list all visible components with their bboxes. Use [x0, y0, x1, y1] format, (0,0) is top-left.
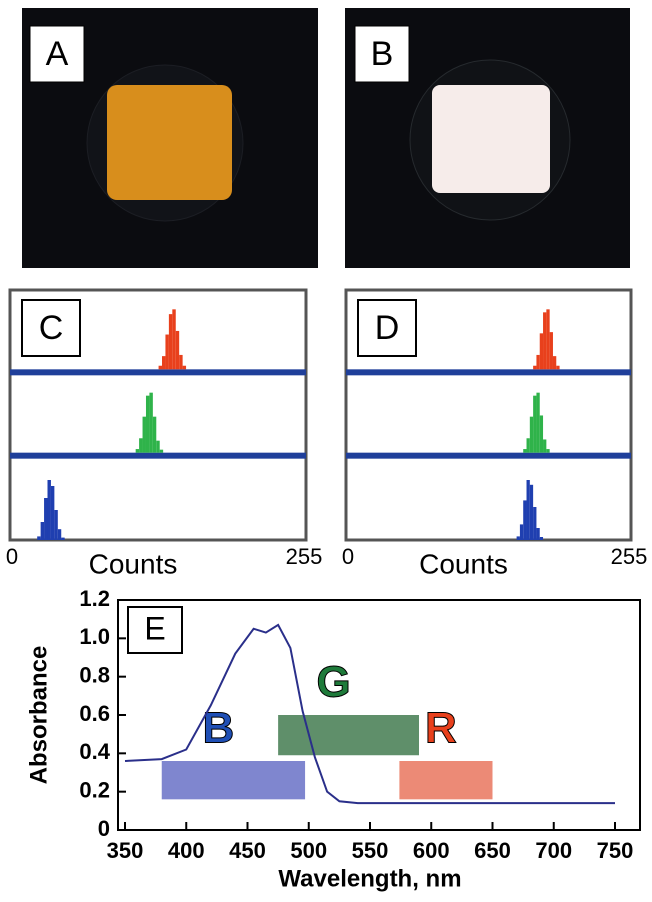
x-axis-label: Counts [89, 548, 178, 579]
y-axis-label: Absorbance [25, 646, 52, 785]
histogram-bar [162, 356, 166, 370]
separator [10, 369, 306, 376]
x-axis-label: Counts [419, 548, 508, 579]
histogram-bar [536, 354, 540, 370]
x-tick-label: 600 [413, 838, 450, 863]
histogram-bar [152, 416, 157, 453]
histogram-bar [158, 365, 163, 370]
x-tick-label: 0 [6, 544, 18, 569]
sample [432, 85, 550, 193]
y-tick-label: 1.0 [79, 624, 110, 649]
histogram-bar [526, 480, 530, 540]
panel-a: A [22, 8, 318, 268]
histogram-bar [135, 449, 140, 453]
histogram-bar [37, 536, 41, 540]
histogram-bar [50, 486, 55, 540]
histogram-bar [533, 507, 537, 540]
histogram-bar [539, 537, 544, 540]
histogram-bar [543, 439, 547, 453]
separator [346, 452, 631, 459]
band-label: G [316, 658, 350, 707]
x-tick-label: 0 [342, 544, 354, 569]
histogram-bar [40, 522, 45, 540]
filter-band [161, 761, 306, 800]
x-tick-label: 500 [290, 838, 327, 863]
histogram-bar [61, 537, 65, 540]
histogram-bar [533, 395, 537, 453]
histogram-bar [529, 484, 534, 540]
histogram-bar [156, 440, 160, 453]
separator [10, 452, 306, 459]
histogram-bar [533, 365, 537, 370]
histogram-bar [543, 312, 547, 370]
sample [107, 85, 232, 200]
histogram-bar [549, 332, 553, 370]
x-tick-label: 450 [229, 838, 266, 863]
y-tick-label: 0 [98, 816, 110, 841]
histogram-bar [529, 416, 534, 453]
histogram-bar [145, 395, 150, 453]
histogram-bar [179, 354, 183, 370]
histogram-bar [546, 309, 550, 370]
y-tick-label: 0.6 [79, 701, 110, 726]
histogram-bar [536, 528, 540, 540]
x-tick-label: 255 [611, 544, 648, 569]
histogram-bar [47, 480, 51, 540]
histogram-bar [556, 365, 560, 370]
histogram-bar [552, 356, 557, 370]
label-box [354, 25, 410, 83]
histogram-bar [523, 449, 527, 453]
histogram-bar [526, 438, 530, 453]
panel-label: A [46, 35, 69, 73]
x-tick-label: 400 [168, 838, 205, 863]
histogram-bar [57, 529, 62, 540]
x-tick-label: 650 [474, 838, 511, 863]
histogram-bar [54, 510, 58, 540]
filter-band [399, 761, 493, 800]
panel-label: C [39, 309, 64, 347]
histogram-bar [182, 365, 187, 370]
x-axis-label: Wavelength, nm [278, 865, 461, 892]
panel-label: B [371, 35, 394, 73]
histogram-bar [546, 449, 550, 453]
histogram-bar [523, 500, 527, 540]
x-tick-label: 550 [352, 838, 389, 863]
histogram-bar [519, 524, 524, 540]
histogram-bar [44, 498, 48, 540]
filter-band [278, 715, 419, 756]
histogram-bar [168, 314, 173, 370]
label-box [127, 606, 183, 654]
histogram-bar [139, 438, 143, 453]
x-tick-label: 255 [286, 544, 323, 569]
label-box [357, 299, 417, 357]
label-box [29, 25, 85, 83]
x-tick-label: 350 [107, 838, 144, 863]
y-tick-label: 1.2 [79, 586, 110, 611]
absorbance-line [124, 623, 615, 805]
panel-b: B [345, 8, 630, 268]
separator [346, 369, 631, 376]
x-tick-label: 750 [597, 838, 634, 863]
histogram-bar [165, 334, 169, 370]
band-label: R [425, 704, 457, 753]
histogram-bar [539, 415, 544, 453]
histogram-bar [516, 536, 520, 540]
histogram-bar [159, 449, 164, 453]
panel-label: D [375, 309, 400, 347]
x-tick-label: 700 [535, 838, 572, 863]
histogram-bar [536, 392, 540, 453]
panel-label: E [144, 610, 165, 646]
y-tick-label: 0.8 [79, 662, 110, 687]
histogram-bar [175, 330, 180, 370]
label-box [21, 299, 81, 357]
y-tick-label: 0.2 [79, 777, 110, 802]
histogram-bar [172, 309, 176, 370]
y-tick-label: 0.4 [79, 739, 110, 764]
histogram-bar [142, 416, 146, 453]
histogram-bar [149, 392, 153, 453]
histogram-bar [539, 333, 544, 370]
